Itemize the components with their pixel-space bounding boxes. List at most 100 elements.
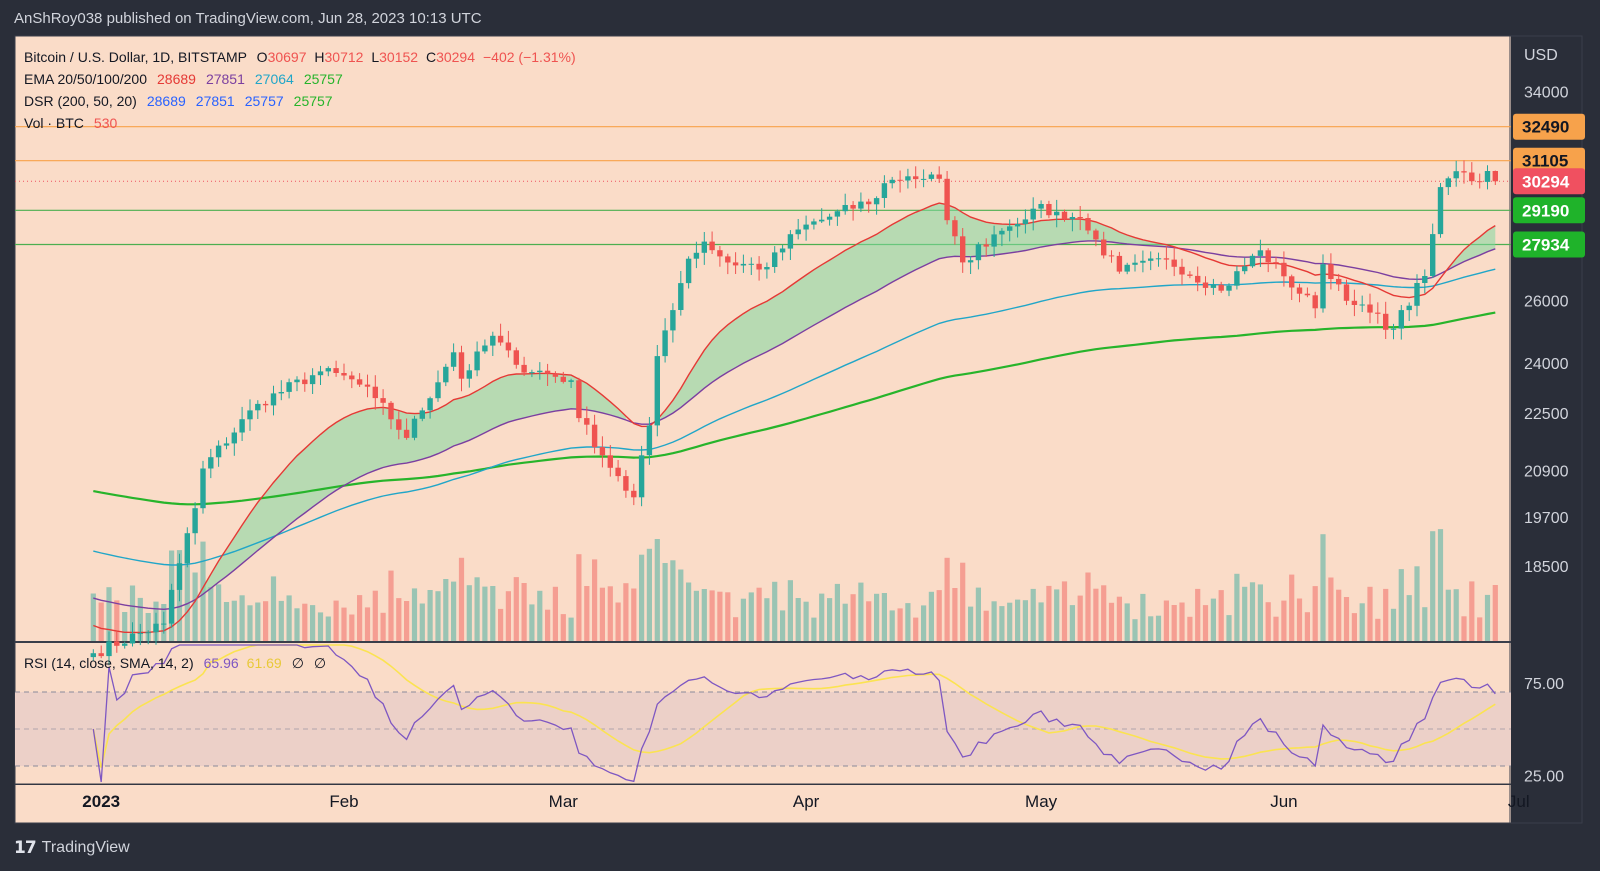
candle	[975, 242, 982, 270]
volume-bar	[740, 598, 746, 641]
candle	[591, 414, 598, 454]
candle	[1132, 254, 1138, 272]
volume-bar	[834, 583, 840, 641]
candle	[1367, 293, 1373, 324]
candle-body	[90, 653, 96, 658]
candle	[1477, 173, 1483, 189]
volume-bar	[693, 590, 699, 641]
candle	[122, 641, 128, 649]
tradingview-brand-text: TradingView	[41, 839, 130, 856]
candle-body	[678, 283, 684, 310]
candle	[1296, 283, 1303, 303]
price-axis[interactable]: USD 34000 26000 24000 22500 20900 19700 18500 32…	[1513, 47, 1585, 785]
candle-body	[1296, 287, 1303, 294]
candle	[302, 372, 308, 392]
candle-body	[1093, 230, 1099, 240]
candle-body	[960, 236, 966, 263]
candle-body	[278, 392, 284, 394]
candle	[1406, 302, 1412, 321]
volume-bar	[733, 617, 739, 641]
candle-body	[356, 379, 363, 385]
candle	[1320, 254, 1326, 313]
candle	[631, 483, 637, 506]
candle	[1414, 274, 1420, 317]
candle	[161, 611, 167, 634]
volume-bar	[1218, 590, 1224, 641]
volume-bar	[928, 591, 934, 641]
candle	[270, 385, 277, 416]
candle-body	[615, 467, 621, 477]
ema-20-line	[93, 202, 1496, 634]
candle	[1163, 246, 1170, 270]
candle	[1242, 257, 1248, 275]
candle	[1265, 248, 1271, 273]
candle	[756, 256, 762, 281]
candlesticks[interactable]	[90, 160, 1498, 666]
volume-bar	[639, 554, 645, 641]
candle	[552, 371, 559, 383]
candle	[317, 365, 324, 385]
candle-body	[576, 380, 582, 419]
candle	[772, 246, 778, 273]
volume-bar	[1375, 618, 1381, 641]
volume-bar	[552, 586, 558, 641]
candle	[599, 436, 606, 468]
price-tick-label: 22500	[1524, 406, 1569, 423]
volume-bar	[1234, 573, 1240, 641]
candle	[623, 470, 629, 498]
candle-body	[333, 368, 339, 373]
candle	[1383, 301, 1389, 339]
candle	[967, 256, 974, 274]
candle-body	[419, 410, 425, 419]
candle-body	[286, 382, 292, 392]
candle	[1210, 278, 1217, 295]
tradingview-branding[interactable]: 𝟭𝟳 TradingView	[14, 838, 130, 858]
candle-body	[607, 455, 613, 468]
volume-bar	[435, 591, 441, 641]
volume-bar	[1242, 586, 1248, 641]
candle	[701, 232, 707, 265]
volume-bar	[1406, 595, 1412, 641]
candle	[396, 411, 402, 440]
candle-body	[1343, 284, 1350, 301]
volume-bar	[1469, 581, 1475, 641]
candle	[490, 331, 496, 356]
volume-bar	[1007, 602, 1013, 641]
time-axis[interactable]: 2023 Feb Mar Apr May Jun Jul	[82, 792, 1529, 811]
candle	[474, 341, 480, 377]
candle	[873, 196, 880, 215]
candle	[1116, 251, 1123, 274]
volume-bar	[560, 614, 566, 641]
candle	[638, 445, 645, 507]
candle-body	[443, 366, 449, 383]
volume-bar	[960, 562, 966, 641]
candle	[732, 252, 739, 274]
volume-bar	[1061, 581, 1068, 641]
candle	[1218, 281, 1224, 293]
volume-bar	[686, 582, 692, 641]
volume-bar	[592, 559, 598, 641]
candle-body	[701, 241, 707, 253]
candle-body	[98, 653, 104, 657]
candle	[834, 209, 841, 226]
candle	[364, 374, 371, 398]
candle-body	[772, 252, 778, 267]
candle	[1195, 266, 1201, 292]
volume-bar	[913, 617, 919, 641]
candle	[607, 445, 613, 477]
volume-bar	[1210, 598, 1216, 641]
volume-bar	[537, 590, 543, 641]
candle-body	[1249, 255, 1256, 267]
candle-body	[662, 330, 668, 357]
support-price-tag	[1513, 231, 1585, 258]
volume-bar	[239, 595, 245, 641]
candle-body	[779, 248, 786, 253]
candle-body	[411, 418, 418, 438]
candle	[403, 418, 410, 440]
candle-body	[866, 201, 872, 205]
candle	[717, 246, 723, 267]
candle-body	[552, 373, 559, 377]
price-tick-label: 18500	[1524, 559, 1569, 576]
candle-body	[819, 219, 825, 222]
